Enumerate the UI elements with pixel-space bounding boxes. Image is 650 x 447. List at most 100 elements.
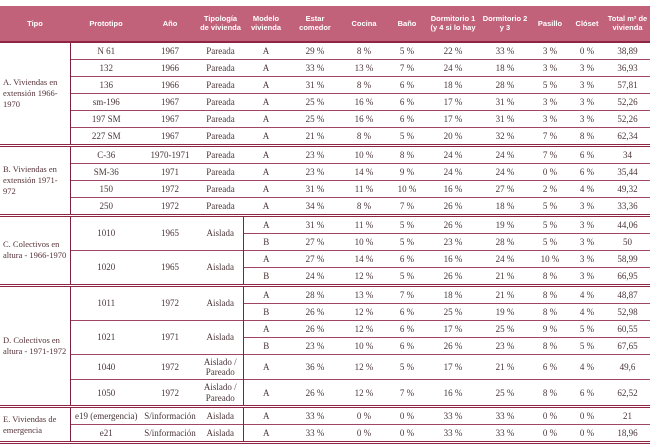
- cell-bano: 5 %: [387, 232, 427, 251]
- table-row: 150 1972 Pareada A 31 % 11 % 10 % 16 % 27 % 2 % 4 …: [0, 179, 650, 198]
- cell-ano: 1965: [142, 213, 198, 251]
- cell-dormitorio-1: 25 %: [427, 302, 479, 321]
- cell-dormitorio-1: 16 %: [427, 179, 479, 198]
- table-body: A. Viviendas en extensión 1966-1970 N 61 1…: [0, 41, 650, 443]
- cell-pasillo: 0 %: [531, 162, 569, 181]
- cell-tipologia: Aislado / Pareado: [198, 353, 244, 380]
- cell-cocina: 8 %: [341, 196, 387, 216]
- cell-modelo-vivienda: A: [243, 424, 289, 443]
- cell-prototipo: sm-196: [70, 92, 142, 111]
- column-header-tipo: Tipo: [0, 6, 70, 43]
- cell-pasillo: 0 %: [531, 405, 569, 425]
- cell-closet: 4 %: [569, 353, 605, 380]
- table-row: e21 S/información Aislada A 33 % 0 % 0 % 33 % 33…: [0, 424, 650, 443]
- cell-closet: 4 %: [569, 283, 605, 304]
- cell-closet: 4 %: [569, 179, 605, 198]
- cell-total-m2: 44,06: [605, 213, 650, 234]
- cell-closet: 3 %: [569, 266, 605, 286]
- cell-ano: 1971: [142, 319, 198, 355]
- cell-modelo-vivienda: A: [243, 249, 289, 268]
- table-row: B 24 % 12 % 5 % 26 % 21 % 8 % 3 % 66,95: [0, 266, 650, 286]
- cell-prototipo: 1010: [70, 213, 142, 251]
- cell-total-m2: 66,95: [605, 266, 650, 286]
- cell-prototipo: 132: [70, 58, 142, 77]
- cell-cocina: 11 %: [341, 213, 387, 234]
- cell-dormitorio-2-3: 33 %: [479, 424, 531, 443]
- cell-tipologia: Aislada: [198, 283, 244, 321]
- cell-bano: 6 %: [387, 249, 427, 268]
- cell-pasillo: 5 %: [531, 232, 569, 251]
- cell-ano: 1966: [142, 58, 198, 77]
- column-header-cocina: Cocina: [341, 6, 387, 43]
- cell-total-m2: 35,44: [605, 162, 650, 181]
- table-row: B. Viviendas en extensión 1971-972 C-36 19…: [0, 143, 650, 216]
- cell-dormitorio-2-3: 19 %: [479, 213, 531, 234]
- section-label: B. Viviendas en extensión 1971-972: [0, 143, 71, 216]
- section-label: E. Viviendas de emergencia: [0, 405, 71, 443]
- cell-estar-comedor: 25 %: [289, 109, 341, 128]
- cell-tipologia: Aislada: [198, 213, 244, 251]
- cell-modelo-vivienda: A: [243, 379, 289, 407]
- column-header-total-m2: Total m² de vivienda: [605, 6, 650, 43]
- cell-cocina: 8 %: [341, 41, 387, 60]
- table-row: 136 1966 Pareada A 31 % 8 % 6 % 18 % 28 % 5 % 3 % 5…: [0, 75, 650, 94]
- cell-dormitorio-2-3: 31 %: [479, 109, 531, 128]
- cell-pasillo: 2 %: [531, 179, 569, 198]
- cell-pasillo: 9 %: [531, 319, 569, 338]
- cell-tipologia: Aislada: [198, 405, 244, 425]
- cell-ano: 1972: [142, 353, 198, 380]
- table-row: B 26 % 12 % 6 % 25 % 19 % 8 % 4 % 52,98: [0, 302, 650, 321]
- table-row: D. Colectivos en altura - 1971-1972 1011 1…: [0, 283, 650, 407]
- cell-dormitorio-2-3: 19 %: [479, 302, 531, 321]
- cell-total-m2: 62,34: [605, 126, 650, 146]
- cell-tipologia: Aislada: [198, 424, 244, 443]
- section-label: C. Colectivos en altura - 1966-1970: [0, 213, 71, 286]
- cell-estar-comedor: 31 %: [289, 75, 341, 94]
- table-row: 250 1972 Pareada A 34 % 8 % 7 % 26 % 18 % 5 % 3 % 3…: [0, 196, 650, 216]
- cell-pasillo: 8 %: [531, 336, 569, 355]
- cell-prototipo: 1050: [70, 379, 142, 407]
- cell-cocina: 12 %: [341, 302, 387, 321]
- cell-bano: 9 %: [387, 162, 427, 181]
- cell-ano: 1965: [142, 249, 198, 286]
- column-header-bano: Baño: [387, 6, 427, 43]
- cell-cocina: 10 %: [341, 143, 387, 164]
- cell-cocina: 13 %: [341, 58, 387, 77]
- cell-pasillo: 5 %: [531, 196, 569, 216]
- cell-modelo-vivienda: A: [243, 213, 289, 234]
- cell-bano: 6 %: [387, 302, 427, 321]
- cell-estar-comedor: 31 %: [289, 213, 341, 234]
- cell-cocina: 0 %: [341, 405, 387, 425]
- column-header-estar-comedor: Estar comedor: [289, 6, 341, 43]
- cell-cocina: 12 %: [341, 266, 387, 286]
- cell-estar-comedor: 29 %: [289, 41, 341, 60]
- cell-prototipo: 1011: [70, 283, 142, 321]
- cell-dormitorio-1: 26 %: [427, 336, 479, 355]
- cell-closet: 6 %: [569, 162, 605, 181]
- cell-dormitorio-2-3: 21 %: [479, 353, 531, 380]
- cell-closet: 3 %: [569, 58, 605, 77]
- cell-tipologia: Pareada: [198, 92, 243, 111]
- cell-pasillo: 8 %: [531, 302, 569, 321]
- cell-bano: 7 %: [387, 58, 427, 77]
- table-row: E. Viviendas de emergencia e19 (emergenci…: [0, 405, 650, 443]
- cell-tipologia: Pareada: [198, 179, 243, 198]
- table-row: C. Colectivos en altura - 1966-1970 1010 1…: [0, 213, 650, 286]
- cell-tipologia: Pareada: [198, 75, 243, 94]
- cell-modelo-vivienda: B: [243, 266, 289, 286]
- cell-bano: 6 %: [387, 75, 427, 94]
- cell-dormitorio-1: 17 %: [427, 353, 479, 380]
- cell-prototipo: 1021: [70, 319, 142, 355]
- cell-pasillo: 5 %: [531, 75, 569, 94]
- cell-dormitorio-1: 17 %: [427, 92, 479, 111]
- cell-estar-comedor: 33 %: [289, 405, 341, 425]
- cell-closet: 0 %: [569, 424, 605, 443]
- cell-prototipo: 1040: [70, 353, 142, 380]
- cell-dormitorio-1: 17 %: [427, 319, 479, 338]
- table-header: Tipo Prototipo Año Tipología de vivienda Mod…: [0, 6, 650, 43]
- cell-cocina: 13 %: [341, 283, 387, 304]
- cell-closet: 8 %: [569, 126, 605, 146]
- cell-cocina: 16 %: [341, 92, 387, 111]
- cell-ano: 1972: [142, 179, 198, 198]
